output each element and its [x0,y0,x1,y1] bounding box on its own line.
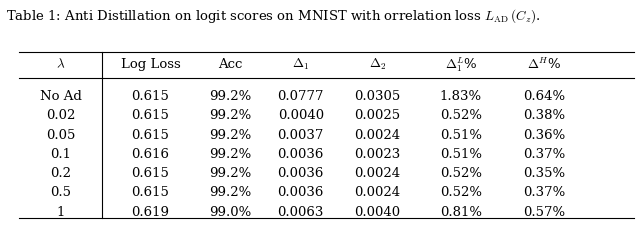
Text: 0.0024: 0.0024 [355,167,401,180]
Text: 0.5: 0.5 [51,186,71,200]
Text: $\Delta_1$: $\Delta_1$ [292,57,310,72]
Text: 0.81%: 0.81% [440,206,482,219]
Text: 99.2%: 99.2% [209,148,252,161]
Text: 0.0036: 0.0036 [278,148,324,161]
Text: 0.615: 0.615 [131,109,170,122]
Text: 0.57%: 0.57% [523,206,565,219]
Text: 0.615: 0.615 [131,186,170,200]
Text: 0.37%: 0.37% [523,148,565,161]
Text: 0.52%: 0.52% [440,109,482,122]
Text: 99.0%: 99.0% [209,206,252,219]
Text: 0.0024: 0.0024 [355,128,401,142]
Text: 0.02: 0.02 [46,109,76,122]
Text: 0.52%: 0.52% [440,167,482,180]
Text: 0.51%: 0.51% [440,128,482,142]
Text: 0.0036: 0.0036 [278,186,324,200]
Text: 0.37%: 0.37% [523,186,565,200]
Text: 99.2%: 99.2% [209,128,252,142]
Text: 0.0777: 0.0777 [278,90,324,103]
Text: 0.51%: 0.51% [440,148,482,161]
Text: 0.619: 0.619 [131,206,170,219]
Text: No Ad: No Ad [40,90,82,103]
Text: 0.64%: 0.64% [523,90,565,103]
Text: 0.615: 0.615 [131,90,170,103]
Text: 0.615: 0.615 [131,128,170,142]
Text: Acc: Acc [218,58,243,71]
Text: 0.38%: 0.38% [523,109,565,122]
Text: Table 1: Anti Distillation on logit scores on MNIST with orrelation loss $L_{\ma: Table 1: Anti Distillation on logit scor… [6,7,541,25]
Text: 0.0063: 0.0063 [278,206,324,219]
Text: 0.36%: 0.36% [523,128,565,142]
Text: 99.2%: 99.2% [209,109,252,122]
Text: 0.0040: 0.0040 [278,109,324,122]
Text: $\Delta^H$%: $\Delta^H$% [527,57,561,72]
Text: $\Delta_2$: $\Delta_2$ [369,57,387,72]
Text: 0.52%: 0.52% [440,186,482,200]
Text: 99.2%: 99.2% [209,90,252,103]
Text: 0.1: 0.1 [51,148,71,161]
Text: 0.616: 0.616 [131,148,170,161]
Text: 99.2%: 99.2% [209,167,252,180]
Text: Log Loss: Log Loss [120,58,180,71]
Text: 0.2: 0.2 [51,167,71,180]
Text: 0.0037: 0.0037 [278,128,324,142]
Text: 0.0023: 0.0023 [355,148,401,161]
Text: 0.0025: 0.0025 [355,109,401,122]
Text: 0.0036: 0.0036 [278,167,324,180]
Text: 0.05: 0.05 [46,128,76,142]
Text: 99.2%: 99.2% [209,186,252,200]
Text: 0.0305: 0.0305 [355,90,401,103]
Text: $\lambda$: $\lambda$ [56,58,65,71]
Text: 1: 1 [56,206,65,219]
Text: $\Delta_1^L$%: $\Delta_1^L$% [445,55,477,74]
Text: 0.35%: 0.35% [523,167,565,180]
Text: 0.0024: 0.0024 [355,186,401,200]
Text: 1.83%: 1.83% [440,90,482,103]
Text: 0.0040: 0.0040 [355,206,401,219]
Text: 0.615: 0.615 [131,167,170,180]
